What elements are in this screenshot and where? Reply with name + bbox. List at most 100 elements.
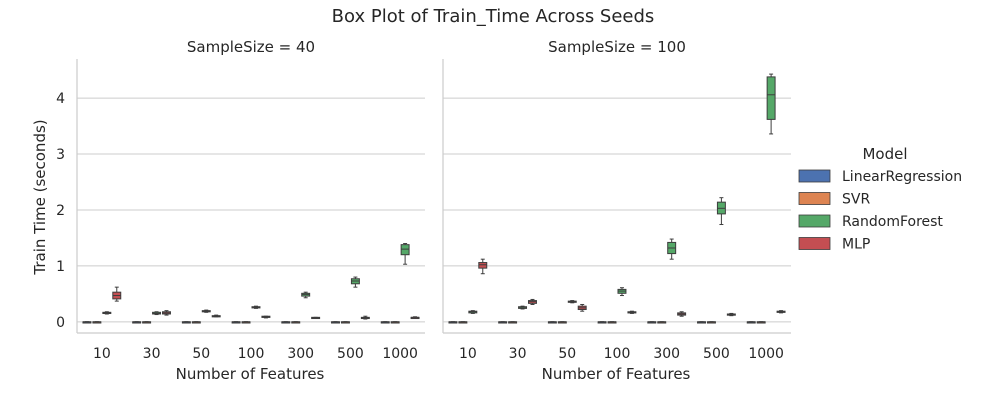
box-mlp-50 xyxy=(577,303,587,312)
x-tick-label: 50 xyxy=(192,346,210,362)
box-mlp-30 xyxy=(162,310,171,316)
box-svr-300 xyxy=(291,321,301,324)
x-tick-label: 10 xyxy=(459,346,477,362)
box-svr-10 xyxy=(458,321,468,324)
legend-swatch xyxy=(798,214,831,228)
box-mlp-100 xyxy=(261,315,271,319)
x-tick-label: 100 xyxy=(604,346,631,362)
x-tick-label: 100 xyxy=(238,346,265,362)
box-linearregression-10 xyxy=(448,321,458,324)
y-tick-label: 3 xyxy=(56,147,65,163)
box xyxy=(478,262,488,269)
legend: Model LinearRegression SVR RandomForest MLP xyxy=(798,145,962,253)
box-linearregression-100 xyxy=(597,321,607,324)
legend-swatch xyxy=(798,237,831,250)
panel-1: 0 1 2 3 4 SampleSize = 40 10 30 50 100 300 500 1000 xyxy=(56,38,425,362)
x-tick-label: 30 xyxy=(143,346,161,362)
box-svr-500 xyxy=(706,321,716,324)
box-randomforest-1000 xyxy=(400,243,410,265)
legend-label: LinearRegression xyxy=(842,169,962,185)
legend-title: Model xyxy=(862,145,907,163)
legend-label: RandomForest xyxy=(842,214,943,230)
box-randomforest-30 xyxy=(152,311,162,316)
y-axis-label: Train Time (seconds) xyxy=(31,119,49,275)
x-tick-label: 500 xyxy=(703,346,730,362)
x-tick-label: 30 xyxy=(509,346,527,362)
box-svr-500 xyxy=(340,321,350,324)
y-tick-label: 1 xyxy=(56,259,65,275)
x-tick-label: 500 xyxy=(337,346,364,362)
box-randomforest-30 xyxy=(518,305,528,310)
legend-entry-linearregression: LinearRegression xyxy=(798,169,962,185)
box-mlp-1000 xyxy=(410,316,420,320)
box-svr-30 xyxy=(142,321,152,324)
y-tick-label: 4 xyxy=(56,91,65,107)
box-linearregression-50 xyxy=(547,321,557,324)
panel-title: SampleSize = 40 xyxy=(187,38,315,56)
box-linearregression-10 xyxy=(82,321,92,324)
figure-title: Box Plot of Train_Time Across Seeds xyxy=(332,6,655,27)
box-mlp-500 xyxy=(726,312,736,317)
box-svr-100 xyxy=(607,321,617,324)
box-randomforest-10 xyxy=(102,311,112,315)
box-svr-50 xyxy=(191,321,201,324)
x-axis-label-left: Number of Features xyxy=(176,365,325,383)
box-mlp-10 xyxy=(112,286,122,302)
x-tick-label: 10 xyxy=(93,346,111,362)
x-tick-label: 1000 xyxy=(382,346,418,362)
box-svr-1000 xyxy=(756,321,766,324)
box xyxy=(766,76,776,120)
box-randomforest-300 xyxy=(301,291,311,299)
box-mlp-1000 xyxy=(776,310,786,314)
box-linearregression-50 xyxy=(181,321,191,324)
box-svr-10 xyxy=(92,321,102,324)
box-linearregression-1000 xyxy=(380,321,390,324)
legend-entry-mlp: MLP xyxy=(798,237,870,253)
box-randomforest-100 xyxy=(251,305,261,309)
box-svr-300 xyxy=(657,321,667,324)
box-linearregression-30 xyxy=(132,321,142,324)
box-randomforest-10 xyxy=(468,310,478,314)
box-randomforest-300 xyxy=(667,238,677,260)
box-randomforest-500 xyxy=(350,276,360,288)
legend-entry-svr: SVR xyxy=(798,192,870,208)
x-tick-label: 300 xyxy=(653,346,680,362)
box-svr-1000 xyxy=(390,321,400,324)
box xyxy=(400,244,410,256)
x-tick-label: 300 xyxy=(287,346,314,362)
box-svr-30 xyxy=(508,321,518,324)
box-randomforest-1000 xyxy=(766,73,776,135)
panel-2: SampleSize = 100 10 30 50 100 300 500 1000 xyxy=(442,38,791,362)
box-mlp-100 xyxy=(627,310,637,314)
box-mlp-500 xyxy=(360,315,370,320)
box-mlp-10 xyxy=(478,258,488,275)
box-linearregression-100 xyxy=(231,321,241,324)
box-randomforest-50 xyxy=(201,309,211,313)
x-tick-label: 1000 xyxy=(748,346,784,362)
box-linearregression-1000 xyxy=(746,321,756,324)
box-mlp-30 xyxy=(528,298,537,305)
legend-label: SVR xyxy=(842,192,870,208)
box-mlp-300 xyxy=(677,311,687,317)
panel-title: SampleSize = 100 xyxy=(548,38,686,56)
legend-swatch xyxy=(798,192,831,205)
box-mlp-300 xyxy=(311,316,321,320)
legend-entry-randomforest: RandomForest xyxy=(798,214,943,230)
box-randomforest-500 xyxy=(716,197,726,226)
box-svr-100 xyxy=(241,321,251,324)
box-linearregression-300 xyxy=(647,321,657,324)
legend-swatch xyxy=(798,169,831,183)
box-linearregression-500 xyxy=(331,321,340,324)
box-randomforest-100 xyxy=(617,287,627,297)
box-linearregression-300 xyxy=(281,321,291,324)
y-tick-label: 2 xyxy=(56,203,65,219)
x-tick-label: 50 xyxy=(558,346,576,362)
x-axis-label-right: Number of Features xyxy=(542,365,691,383)
box-mlp-50 xyxy=(211,314,221,318)
box-linearregression-30 xyxy=(498,321,508,324)
box-randomforest-50 xyxy=(567,300,577,304)
y-tick-label: 0 xyxy=(56,315,65,331)
box-svr-50 xyxy=(557,321,567,324)
